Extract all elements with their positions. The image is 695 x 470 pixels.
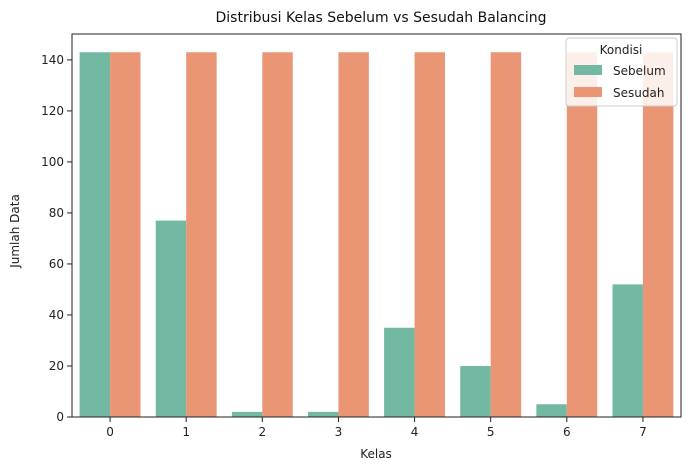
- legend-title: Kondisi: [600, 43, 643, 57]
- bar-sesudah-0: [110, 52, 141, 417]
- legend: Kondisi Sebelum Sesudah: [565, 37, 678, 107]
- y-tick-label: 80: [49, 206, 64, 220]
- bar-sebelum-4: [384, 327, 415, 417]
- legend-swatch-sesudah: [574, 87, 602, 97]
- bar-sebelum-5: [460, 365, 491, 417]
- x-tick-label: 3: [335, 425, 343, 439]
- x-axis-label: Kelas: [360, 447, 392, 461]
- bar-sesudah-7: [642, 52, 674, 417]
- legend-label-sesudah: Sesudah: [613, 86, 664, 100]
- bar-sebelum-1: [155, 220, 187, 417]
- bar-sesudah-4: [414, 52, 446, 417]
- x-tick-label: 4: [411, 425, 419, 439]
- x-tick-label: 7: [639, 425, 647, 439]
- chart-title: Distribusi Kelas Sebelum vs Sesudah Bala…: [215, 10, 546, 26]
- x-tick-label: 5: [487, 425, 495, 439]
- bar-sesudah-6: [566, 52, 598, 417]
- plot-frame: [71, 33, 682, 418]
- bar-sesudah-5: [490, 52, 522, 417]
- x-tick-label: 2: [258, 425, 266, 439]
- bar-sebelum-2: [231, 411, 263, 417]
- bar-sesudah-3: [338, 52, 369, 417]
- bar-sebelum-6: [536, 404, 567, 417]
- plot-area: 0 20 40 60 80 100 120 140 0 1 2 3 4 5 6 7: [41, 33, 682, 439]
- legend-label-sebelum: Sebelum: [613, 64, 666, 78]
- bar-sesudah-2: [262, 52, 293, 417]
- y-tick-label: 120: [41, 104, 64, 118]
- y-tick-label: 20: [49, 359, 64, 373]
- legend-swatch-sebelum: [574, 65, 602, 75]
- x-tick-label: 0: [106, 425, 114, 439]
- bar-sesudah-1: [186, 52, 217, 417]
- y-tick-label: 60: [49, 257, 64, 271]
- bar-sebelum-3: [307, 411, 339, 417]
- bar-sebelum-7: [612, 284, 643, 417]
- y-tick-label: 100: [41, 155, 64, 169]
- y-tick-label: 40: [49, 308, 64, 322]
- x-tick-label: 1: [182, 425, 190, 439]
- x-tick-label: 6: [563, 425, 571, 439]
- y-tick-label: 0: [56, 410, 64, 424]
- bar-sebelum-0: [79, 52, 111, 417]
- y-tick-label: 140: [41, 53, 64, 67]
- y-axis-label: Jumlah Data: [8, 194, 22, 269]
